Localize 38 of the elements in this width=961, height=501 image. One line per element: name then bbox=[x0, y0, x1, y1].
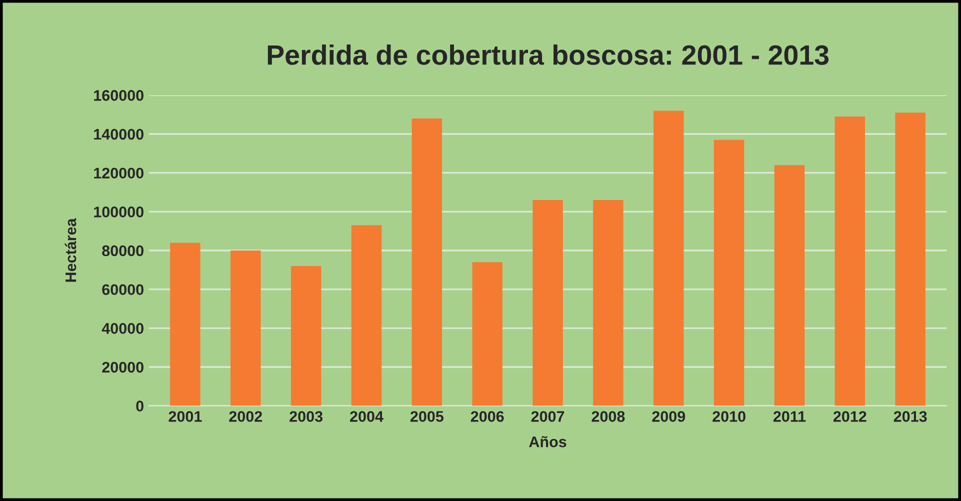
bar bbox=[532, 200, 563, 406]
bar bbox=[472, 262, 502, 406]
x-tick-label: 2012 bbox=[833, 411, 866, 422]
x-tick-label: 2013 bbox=[894, 411, 927, 422]
bar bbox=[714, 140, 744, 406]
x-axis-title: Años bbox=[529, 436, 566, 448]
x-tick-label: 2002 bbox=[229, 411, 262, 422]
x-tick-label: 2006 bbox=[470, 411, 504, 422]
bar bbox=[774, 165, 805, 406]
chart-title: Perdida de cobertura boscosa: 2001 - 2013 bbox=[268, 44, 829, 65]
y-tick-label: 0 bbox=[136, 400, 144, 412]
y-tick-label: 140000 bbox=[94, 128, 144, 140]
x-tick-label: 2008 bbox=[592, 411, 625, 422]
x-tick-label: 2001 bbox=[168, 411, 202, 422]
y-tick-label: 100000 bbox=[94, 206, 144, 218]
y-tick-label: 80000 bbox=[102, 245, 144, 256]
bar bbox=[230, 250, 261, 406]
bar bbox=[593, 200, 624, 406]
bar bbox=[412, 118, 442, 406]
x-tick-label: 2009 bbox=[652, 411, 686, 422]
bar bbox=[834, 116, 866, 406]
bar bbox=[351, 225, 382, 406]
x-tick-label: 2004 bbox=[350, 411, 384, 422]
y-tick-label: 40000 bbox=[102, 323, 144, 334]
y-tick-label: 120000 bbox=[94, 168, 144, 179]
x-tick-label: 2007 bbox=[531, 411, 564, 422]
x-tick-label: 2003 bbox=[290, 411, 323, 422]
x-tick-label: 2005 bbox=[410, 411, 444, 422]
x-tick-label: 2010 bbox=[712, 411, 746, 422]
bar bbox=[895, 112, 926, 406]
bar bbox=[170, 242, 200, 406]
bar bbox=[654, 110, 684, 406]
y-axis-title: Hectárea bbox=[64, 218, 76, 282]
y-tick-label: 60000 bbox=[102, 284, 144, 296]
y-tick-label: 20000 bbox=[102, 362, 144, 373]
x-tick-label: 2011 bbox=[773, 411, 806, 422]
y-tick-label: 160000 bbox=[94, 90, 144, 101]
bar bbox=[290, 266, 322, 406]
